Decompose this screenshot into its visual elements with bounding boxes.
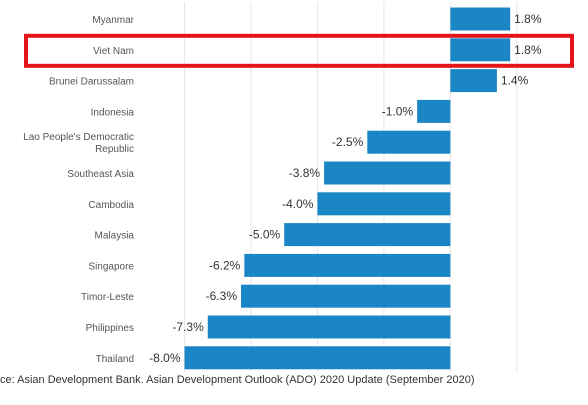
- bar: [184, 346, 451, 370]
- category-label: Indonesia: [91, 107, 135, 118]
- bar: [324, 161, 451, 185]
- bar: [367, 130, 451, 154]
- category-label: Malaysia: [95, 231, 135, 242]
- gridlines: [184, 2, 518, 372]
- category-label: Cambodia: [88, 200, 134, 211]
- bar: [417, 99, 451, 123]
- data-label: -1.0%: [382, 104, 414, 118]
- source-note: ce: Asian Development Bank. Asian Develo…: [0, 374, 475, 386]
- category-label: Southeast Asia: [67, 169, 134, 180]
- bar: [450, 69, 497, 93]
- data-label: 1.8%: [514, 43, 542, 57]
- highlight: [24, 33, 574, 68]
- data-label: -7.3%: [172, 320, 204, 334]
- data-label: -6.3%: [206, 289, 238, 303]
- data-label: 1.4%: [501, 74, 529, 88]
- data-label: -8.0%: [149, 351, 181, 365]
- labels: 1.8% Myanmar 1.8% Viet Nam 1.4% Brunei Daruss…: [23, 12, 542, 365]
- bar: [450, 38, 511, 62]
- highlight-box: [24, 33, 574, 68]
- bar: [450, 7, 511, 31]
- bar: [207, 315, 451, 339]
- category-label: Timor-Leste: [81, 292, 134, 303]
- bar: [284, 223, 451, 247]
- category-label: Philippines: [86, 323, 134, 334]
- bar: [241, 284, 451, 308]
- data-label: -6.2%: [209, 258, 241, 272]
- data-label: 1.8%: [514, 12, 542, 26]
- data-label: -5.0%: [249, 228, 281, 242]
- bar: [317, 192, 451, 216]
- bar: [244, 253, 451, 277]
- category-label: Myanmar: [92, 15, 134, 26]
- data-label: -3.8%: [289, 166, 321, 180]
- category-label: Singapore: [88, 261, 134, 272]
- bars: [184, 7, 511, 370]
- category-label: Viet Nam: [93, 46, 134, 57]
- category-label: Lao People's Democratic: [23, 132, 134, 143]
- category-label: Brunei Darussalam: [49, 77, 134, 88]
- data-label: -4.0%: [282, 197, 314, 211]
- category-label: Republic: [95, 144, 134, 155]
- category-label: Thailand: [96, 354, 134, 365]
- data-label: -2.5%: [332, 135, 364, 149]
